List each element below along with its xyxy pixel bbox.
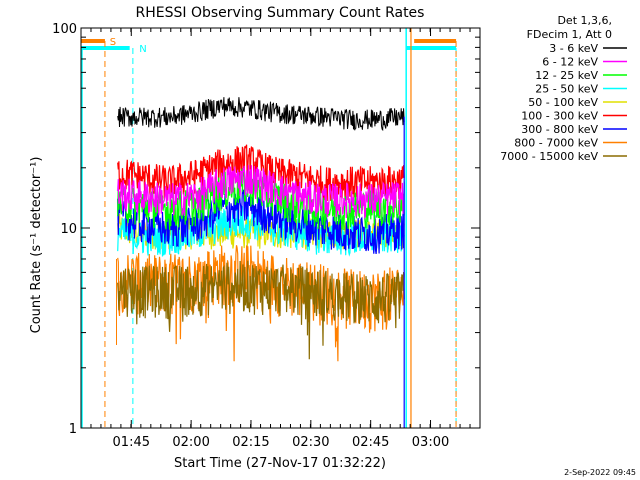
series-line-6 [117,189,405,254]
y-tick-label: 100 [52,22,77,37]
overlay-layer [116,116,405,428]
s-flag-bar-right [414,39,457,43]
legend-label: 7000 - 15000 keV [500,150,598,163]
legend-label: 50 - 100 keV [528,96,598,109]
series-line-3 [117,205,405,257]
y-tick-label: 1 [69,422,77,437]
series-line-1 [117,165,405,220]
series-layer [117,97,405,362]
series-line-0 [117,97,405,132]
legend-label: 6 - 12 keV [542,56,598,69]
y-tick-label: 10 [60,222,77,237]
s-flag-bar-left [81,39,105,43]
n-flag-bar-left [81,46,130,50]
y-axis-label: Count Rate (s⁻¹ detector⁻¹) [29,157,44,334]
x-tick-label: 02:00 [172,435,209,450]
series-line-8 [117,260,405,360]
n-flag-label: N [139,44,146,55]
x-tick-label: 02:45 [352,435,389,450]
x-tick-label: 02:15 [232,435,269,450]
axes-layer: 01:45 02:00 02:15 02:30 02:45 03:00 1 10 100 [52,22,481,450]
series-line-5 [117,144,405,202]
legend-label: 25 - 50 keV [535,83,598,96]
legend-header-detectors: Det 1,3,6, [557,14,612,27]
legend-label: 12 - 25 keV [535,69,598,82]
legend-label: 100 - 300 keV [521,110,598,123]
legend-label: 800 - 7000 keV [514,137,598,150]
chart-title: RHESSI Observing Summary Count Rates [136,5,425,21]
x-tick-label: 03:00 [412,435,449,450]
series-line-2 [117,168,405,231]
x-tick-label: 02:30 [292,435,329,450]
n-flag-bar-right [406,46,457,50]
x-tick-label: 01:45 [113,435,150,450]
legend-label: 300 - 800 keV [521,123,598,136]
timestamp: 2-Sep-2022 09:45 [564,468,636,477]
legend-header-decim: FDecim 1, Att 0 [527,28,612,41]
legend-label: 3 - 6 keV [549,42,598,55]
s-flag-label: S [110,37,116,48]
x-axis-label: Start Time (27-Nov-17 01:32:22) [174,456,386,471]
